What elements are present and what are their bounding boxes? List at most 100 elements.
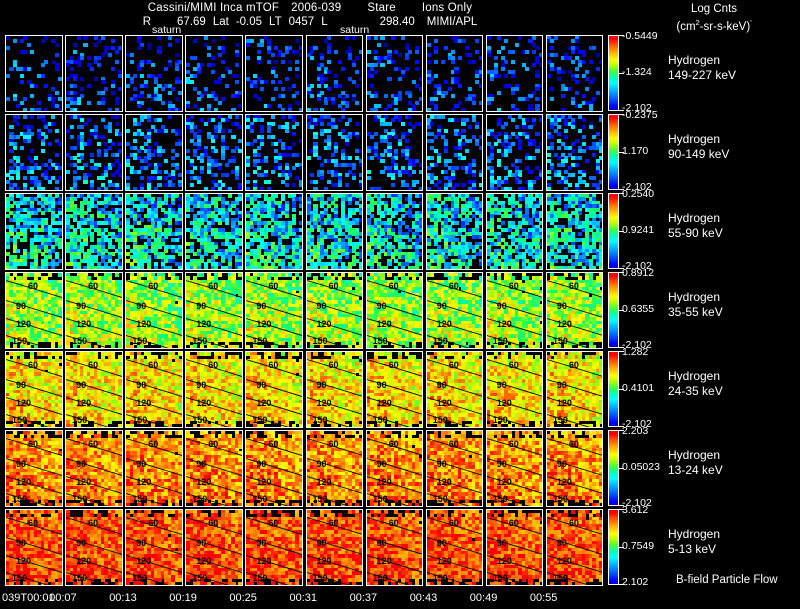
- ena-image-panel[interactable]: [185, 114, 243, 191]
- ena-image-panel[interactable]: [185, 35, 243, 112]
- image-pixel: [367, 50, 371, 54]
- ena-image-panel[interactable]: [125, 114, 183, 191]
- image-pixel: [599, 266, 603, 270]
- ena-image-panel[interactable]: [65, 193, 123, 270]
- image-pixel: [599, 218, 603, 222]
- image-pixel: [539, 173, 543, 177]
- image-pixel: [157, 74, 161, 78]
- image-pixel: [475, 39, 479, 43]
- image-pixel: [518, 173, 522, 177]
- ena-image-panel[interactable]: [546, 114, 604, 191]
- image-pixel: [539, 142, 543, 146]
- image-pixel: [16, 176, 20, 180]
- ena-image-panel[interactable]: [426, 114, 484, 191]
- image-pixel: [66, 170, 70, 174]
- image-pixel: [288, 146, 292, 150]
- ena-image-panel[interactable]: [5, 193, 63, 270]
- ena-image-panel[interactable]: [245, 193, 303, 270]
- image-pixel: [118, 149, 122, 153]
- image-pixel: [419, 77, 423, 81]
- image-pixel: [118, 173, 122, 177]
- image-pixel: [317, 156, 321, 160]
- ena-image-panel[interactable]: [486, 114, 544, 191]
- image-pixel: [77, 36, 81, 40]
- image-pixel: [295, 74, 299, 78]
- ena-image-panel[interactable]: [366, 193, 424, 270]
- ena-image-panel[interactable]: [185, 193, 243, 270]
- image-pixel: [504, 74, 508, 78]
- image-pixel: [352, 36, 356, 40]
- image-pixel: [271, 97, 275, 101]
- image-pixel: [281, 108, 285, 112]
- ena-image-panel[interactable]: [546, 35, 604, 112]
- ena-image-panel[interactable]: [245, 35, 303, 112]
- image-pixel: [561, 94, 565, 98]
- image-pixel: [324, 77, 328, 81]
- image-pixel: [80, 56, 84, 60]
- ena-image-panel[interactable]: 60 90 120 150: [125, 272, 183, 349]
- image-pixel: [384, 94, 388, 98]
- image-pixel: [568, 166, 572, 170]
- image-pixel: [147, 163, 151, 167]
- image-pixel: [454, 166, 458, 170]
- ena-image-panel[interactable]: [5, 35, 63, 112]
- image-pixel: [171, 87, 175, 91]
- ena-image-panel[interactable]: [426, 35, 484, 112]
- image-pixel: [267, 180, 271, 184]
- image-pixel: [511, 60, 515, 64]
- ena-image-panel[interactable]: [486, 35, 544, 112]
- image-pixel: [197, 146, 201, 150]
- image-pixel: [427, 125, 431, 129]
- image-pixel: [178, 183, 182, 187]
- ena-image-panel[interactable]: [5, 114, 63, 191]
- ena-image-panel[interactable]: 60 90 120 150: [65, 272, 123, 349]
- image-pixel: [479, 252, 483, 256]
- image-pixel: [186, 149, 190, 153]
- ena-image-panel[interactable]: [65, 35, 123, 112]
- ena-image-panel[interactable]: [306, 35, 364, 112]
- image-pixel: [592, 153, 596, 157]
- image-pixel: [246, 180, 250, 184]
- ena-image-panel[interactable]: [65, 114, 123, 191]
- image-pixel: [16, 135, 20, 139]
- image-pixel: [175, 97, 179, 101]
- image-pixel: [497, 132, 501, 136]
- ena-image-panel[interactable]: [306, 114, 364, 191]
- image-pixel: [419, 228, 423, 232]
- image-pixel: [231, 108, 235, 112]
- ena-image-panel[interactable]: [426, 193, 484, 270]
- image-pixel: [9, 187, 13, 191]
- ena-image-panel[interactable]: [125, 193, 183, 270]
- image-pixel: [454, 118, 458, 122]
- image-pixel: [479, 101, 483, 105]
- image-pixel: [582, 135, 586, 139]
- ena-image-panel[interactable]: [306, 193, 364, 270]
- image-pixel: [487, 159, 491, 163]
- ena-image-panel[interactable]: [486, 193, 544, 270]
- image-pixel: [419, 163, 423, 167]
- image-pixel: [228, 266, 232, 270]
- image-pixel: [147, 118, 151, 122]
- ena-image-panel[interactable]: [366, 114, 424, 191]
- image-pixel: [83, 163, 87, 167]
- image-pixel: [257, 97, 261, 101]
- image-pixel: [73, 43, 77, 47]
- image-pixel: [571, 142, 575, 146]
- ena-image-panel[interactable]: [125, 35, 183, 112]
- image-pixel: [118, 46, 122, 50]
- image-pixel: [370, 74, 374, 78]
- image-pixel: [157, 183, 161, 187]
- image-pixel: [260, 43, 264, 47]
- image-pixel: [374, 70, 378, 74]
- ena-image-panel[interactable]: [245, 114, 303, 191]
- ena-image-panel[interactable]: [366, 35, 424, 112]
- image-pixel: [528, 125, 532, 129]
- image-pixel: [274, 142, 278, 146]
- image-pixel: [596, 91, 600, 95]
- ena-image-panel[interactable]: 60 90 120 150: [5, 272, 63, 349]
- image-pixel: [9, 176, 13, 180]
- image-pixel: [515, 108, 519, 112]
- image-pixel: [83, 180, 87, 184]
- image-pixel: [497, 50, 501, 54]
- ena-image-panel[interactable]: [546, 193, 604, 270]
